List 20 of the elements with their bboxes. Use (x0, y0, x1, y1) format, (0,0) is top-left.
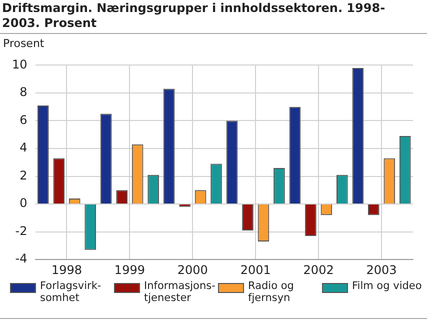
x-tick-label: 2000 (177, 262, 208, 277)
x-tick-label: 2003 (366, 262, 397, 277)
legend-label: Forlagsvirk-somhet (40, 280, 102, 304)
y-tick-label: 2 (20, 168, 28, 182)
y-tick-label: 4 (20, 140, 28, 155)
legend-label: Film og video (352, 280, 423, 292)
y-tick-label: 0 (20, 196, 28, 210)
x-tick-label: 2001 (240, 262, 271, 277)
y-tick-label: 6 (20, 112, 28, 127)
chart-title: Driftsmargin. Næringsgrupper i innholdssektoren. 1998-2003. Prosent (2, 1, 386, 31)
x-tick-label: 1999 (114, 262, 145, 277)
x-tick-label: 2002 (303, 262, 334, 277)
y-tick-label: -2 (15, 224, 28, 238)
legend-label: Informasjons-tjenester (144, 280, 216, 304)
x-tick-label: 1998 (51, 262, 82, 277)
y-tick-label: 10 (12, 57, 28, 72)
legend-label: Radio og fjernsyn (248, 280, 295, 304)
y-tick-label: 8 (20, 85, 28, 100)
y-axis-title: Prosent (3, 37, 44, 50)
y-tick-label: -4 (15, 252, 28, 266)
